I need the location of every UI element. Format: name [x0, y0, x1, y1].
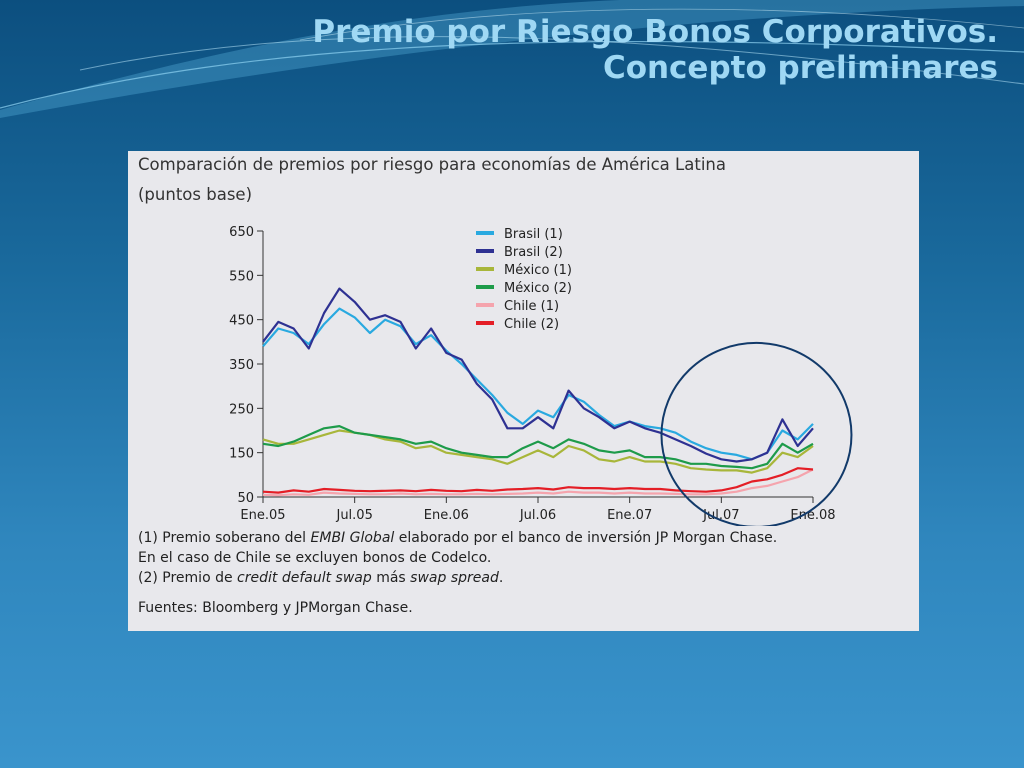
- y-tick-label: 450: [229, 314, 254, 329]
- note-1: (1) Premio soberano del EMBI Global elab…: [138, 528, 913, 548]
- note-2: (2) Premio de credit default swap más sw…: [138, 568, 913, 588]
- note-2-text-d: swap spread: [410, 570, 499, 586]
- x-tick-label: Ene.06: [424, 508, 469, 523]
- series-line-1: [262, 287, 814, 463]
- chart-source: Fuentes: Bloomberg y JPMorgan Chase.: [138, 600, 413, 616]
- note-2-text-a: (2) Premio de: [138, 570, 238, 586]
- y-tick-label: 350: [229, 358, 254, 373]
- chart-title: Comparación de premios por riesgo para e…: [138, 155, 726, 174]
- chart-panel: 50 150 250 350 450 550 650 Ene.05 Jul.05 Ene.06 Ju…: [128, 151, 919, 631]
- x-tick-label: Ene.08: [790, 508, 835, 523]
- x-tick-label: Jul.07: [702, 508, 739, 523]
- slide-title-line-2: Concepto preliminares: [602, 50, 998, 86]
- chart-notes: (1) Premio soberano del EMBI Global elab…: [138, 528, 913, 618]
- note-1-text-b: EMBI Global: [310, 530, 395, 546]
- x-tick-label: Jul.06: [519, 508, 556, 523]
- y-tick-label: 550: [229, 269, 254, 284]
- legend-label: Chile (2): [504, 317, 559, 332]
- slide-title: Premio por Riesgo Bonos Corporativos. Co…: [312, 14, 998, 86]
- chart-subtitle: (puntos base): [138, 185, 253, 204]
- note-2-text-e: .: [498, 570, 504, 586]
- slide-title-line-1: Premio por Riesgo Bonos Corporativos.: [312, 14, 998, 50]
- note-1-text-a: (1) Premio soberano del: [138, 530, 311, 546]
- line-chart: 50 150 250 350 450 550 650 Ene.05 Jul.05 Ene.06 Ju…: [229, 225, 853, 526]
- y-tick-label: 50: [237, 491, 254, 506]
- series-line-4: [262, 468, 814, 497]
- x-tick-label: Ene.05: [240, 508, 285, 523]
- series-line-0: [262, 307, 814, 461]
- highlight-circle: [660, 341, 853, 526]
- series-line-5: [262, 467, 814, 494]
- note-1-continued: En el caso de Chile se excluyen bonos de…: [138, 550, 492, 566]
- legend-label: México (1): [504, 263, 572, 278]
- note-1-text-c: elaborado por el banco de inversión JP M…: [394, 530, 778, 546]
- note-2-text-c: más: [371, 570, 411, 586]
- note-2-text-b: credit default swap: [237, 570, 372, 586]
- x-tick-label: Ene.07: [607, 508, 652, 523]
- legend-label: Chile (1): [504, 299, 559, 314]
- y-tick-label: 250: [229, 402, 254, 417]
- series-line-3: [262, 425, 814, 470]
- y-tick-label: 150: [229, 447, 254, 462]
- x-tick-label: Jul.05: [335, 508, 372, 523]
- legend-label: Brasil (2): [504, 245, 563, 260]
- y-tick-label: 650: [229, 225, 254, 240]
- legend-label: México (2): [504, 281, 572, 296]
- legend-label: Brasil (1): [504, 227, 563, 242]
